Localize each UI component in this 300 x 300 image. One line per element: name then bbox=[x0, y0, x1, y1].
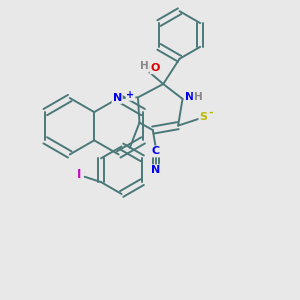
Text: S: S bbox=[200, 112, 207, 122]
Text: N: N bbox=[112, 93, 122, 103]
Text: O: O bbox=[151, 63, 160, 73]
Text: C: C bbox=[152, 146, 160, 157]
Text: I: I bbox=[76, 168, 81, 181]
Text: N: N bbox=[185, 92, 195, 102]
Text: +: + bbox=[127, 90, 135, 100]
Text: H: H bbox=[140, 61, 149, 71]
Text: H: H bbox=[194, 92, 202, 102]
Text: N: N bbox=[151, 165, 160, 175]
Text: -: - bbox=[208, 108, 213, 118]
